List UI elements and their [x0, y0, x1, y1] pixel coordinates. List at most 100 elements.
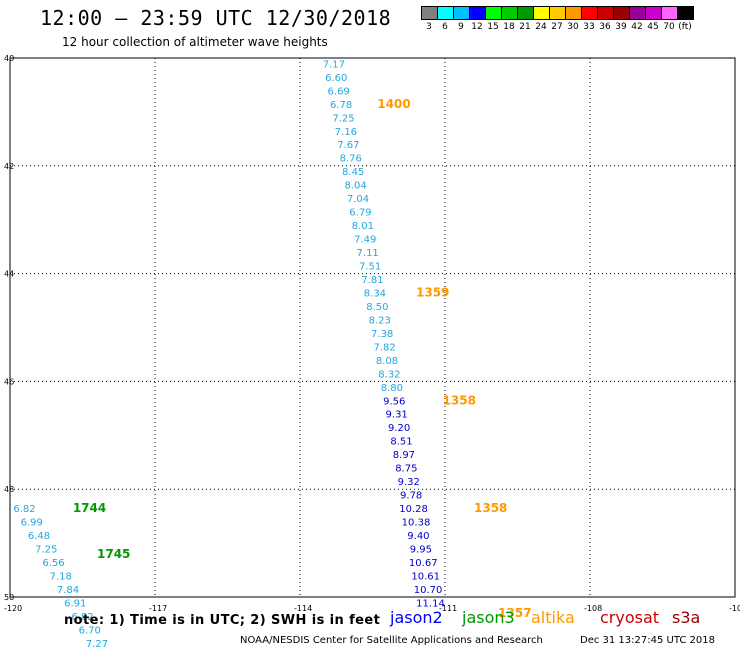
wave-height-value: 11.14	[416, 598, 445, 609]
wave-height-value: 10.70	[414, 585, 443, 596]
wave-height-value: 7.17	[323, 59, 345, 70]
wave-height-value: 7.25	[35, 544, 57, 555]
wave-height-value: 8.04	[344, 181, 366, 192]
color-scale-label: 15	[487, 22, 499, 32]
color-scale-label: 9	[458, 22, 464, 32]
wave-height-value: 8.50	[366, 302, 388, 313]
wave-height-value: 6.82	[71, 612, 93, 623]
wave-height-value: 8.34	[364, 288, 386, 299]
color-scale-label: 70	[663, 22, 675, 32]
color-scale-label: 33	[583, 22, 595, 32]
lat-label: 42	[4, 162, 14, 171]
satellite-legend-item: jason3	[462, 608, 515, 627]
lat-label: 48	[4, 485, 14, 494]
wave-height-value: 7.16	[335, 127, 357, 138]
wave-height-value: 7.18	[50, 571, 72, 582]
lat-label: 46	[4, 377, 14, 386]
color-scale-label: 42	[631, 22, 643, 32]
wave-height-value: 7.67	[337, 140, 359, 151]
color-scale-label: 27	[551, 22, 563, 32]
color-scale-label: 30	[567, 22, 579, 32]
wave-height-value: 9.95	[410, 544, 432, 555]
wave-height-value: 6.60	[325, 73, 347, 84]
map-frame	[9, 57, 736, 598]
color-scale-bar	[421, 6, 694, 20]
lon-label: -117	[149, 604, 167, 613]
lon-label: -114	[294, 604, 312, 613]
pass-time-label: 1745	[97, 547, 130, 561]
satellite-legend-item: altika	[531, 608, 575, 627]
generated-timestamp: Dec 31 13:27:45 UTC 2018	[580, 635, 715, 646]
wave-height-value: 8.32	[378, 369, 400, 380]
wave-height-value: 7.27	[86, 639, 108, 650]
color-scale-label: (ft)	[678, 22, 692, 32]
satellite-legend-item: jason2	[390, 608, 443, 627]
wave-height-value: 6.56	[42, 558, 64, 569]
wave-height-value: 7.82	[373, 342, 395, 353]
wave-height-value: 9.31	[386, 410, 408, 421]
wave-height-value: 7.25	[332, 113, 354, 124]
lon-label: -120	[4, 604, 22, 613]
wave-height-value: 6.70	[79, 625, 101, 636]
wave-height-value: 6.99	[21, 518, 43, 529]
color-scale-label: 36	[599, 22, 611, 32]
color-scale-labels: 3 6 9 12 15 18 21 24 27 30 33 36 39 42 45 70 (ft)	[421, 22, 740, 36]
wave-height-value: 10.28	[399, 504, 428, 515]
wave-height-value: 6.82	[13, 504, 35, 515]
wave-height-value: 6.78	[330, 100, 352, 111]
wave-height-value: 7.04	[347, 194, 369, 205]
lon-label: -105	[729, 604, 740, 613]
wave-height-value: 8.45	[342, 167, 364, 178]
wave-height-value: 6.91	[64, 598, 86, 609]
wave-height-value: 9.40	[407, 531, 429, 542]
lon-label: -111	[439, 604, 457, 613]
color-scale-label: 6	[442, 22, 448, 32]
footer-note: note: 1) Time is in UTC; 2) SWH is in fe…	[64, 613, 381, 628]
credit-line: NOAA/NESDIS Center for Satellite Applica…	[240, 635, 543, 646]
color-scale-label: 39	[615, 22, 627, 32]
color-scale-label: 24	[535, 22, 547, 32]
wave-height-value: 8.80	[381, 383, 403, 394]
wave-height-value: 8.51	[390, 437, 412, 448]
wave-height-value: 10.61	[411, 571, 440, 582]
color-scale-label: 3	[426, 22, 432, 32]
wave-height-value: 7.11	[357, 248, 379, 259]
wave-height-value: 9.20	[388, 423, 410, 434]
satellite-legend-item: s3a	[672, 608, 701, 627]
wave-height-value: 6.69	[328, 86, 350, 97]
pass-time-label: 1358	[474, 501, 507, 515]
wave-height-value: 9.78	[400, 491, 422, 502]
wave-height-value: 7.84	[57, 585, 79, 596]
pass-time-label: 1744	[73, 501, 106, 515]
pass-time-label: 1400	[377, 97, 410, 111]
color-scale-label: 45	[647, 22, 659, 32]
page-subtitle: 12 hour collection of altimeter wave hei…	[62, 35, 328, 49]
page-title: 12:00 – 23:59 UTC 12/30/2018	[40, 6, 392, 30]
wave-height-value: 8.01	[352, 221, 374, 232]
pass-time-label: 1358	[443, 393, 476, 407]
wave-height-value: 8.23	[369, 315, 391, 326]
pass-time-label: 1357	[498, 606, 531, 620]
wave-height-value: 9.56	[383, 396, 405, 407]
lat-label: 40	[4, 54, 14, 63]
satellite-legend-item: cryosat	[600, 608, 660, 627]
wave-height-value: 10.67	[409, 558, 438, 569]
wave-height-value: 8.08	[376, 356, 398, 367]
wave-height-value: 6.79	[349, 208, 371, 219]
color-scale-label: 18	[503, 22, 515, 32]
wave-height-value: 8.75	[395, 464, 417, 475]
color-scale-label: 21	[519, 22, 531, 32]
color-scale-label: 12	[471, 22, 483, 32]
wave-height-value: 7.49	[354, 235, 376, 246]
wave-height-value: 8.97	[393, 450, 415, 461]
wave-height-value: 10.38	[402, 518, 431, 529]
wave-height-value: 7.51	[359, 262, 381, 273]
color-swatch	[677, 6, 694, 20]
wave-height-value: 6.48	[28, 531, 50, 542]
wave-height-value: 7.38	[371, 329, 393, 340]
pass-time-label: 1359	[416, 285, 449, 299]
lat-label: 44	[4, 270, 14, 279]
lat-label: 50	[4, 593, 14, 602]
